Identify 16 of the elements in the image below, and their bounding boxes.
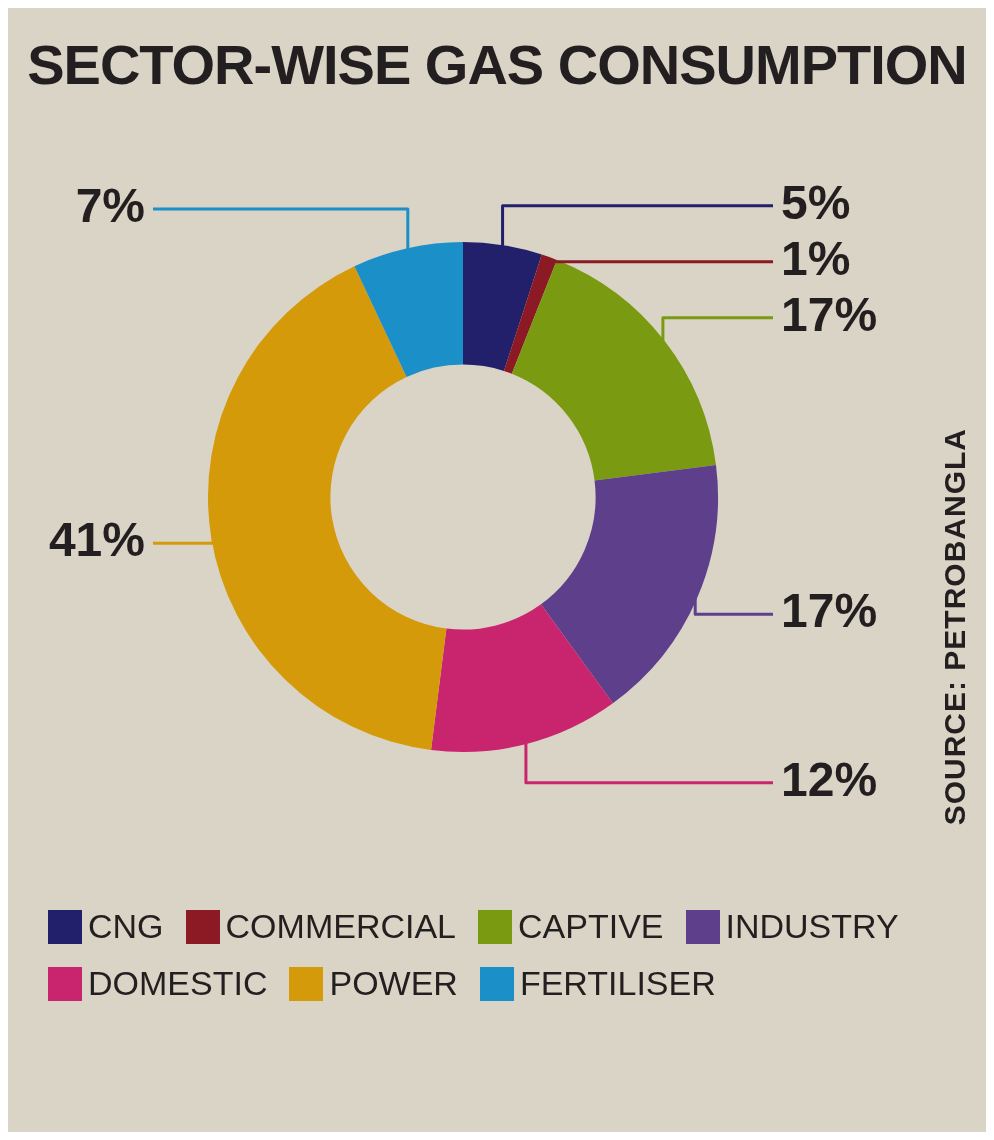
legend-label: CNG xyxy=(88,907,164,946)
legend-label: CAPTIVE xyxy=(518,907,664,946)
legend-label: POWER xyxy=(329,964,458,1003)
legend-label: COMMERCIAL xyxy=(225,907,457,946)
data-label: 17% xyxy=(781,287,878,341)
data-label: 12% xyxy=(781,752,878,806)
data-label: 5% xyxy=(781,175,851,229)
data-label: 1% xyxy=(781,231,851,285)
chart-title: SECTOR-WISE GAS CONSUMPTION xyxy=(26,32,968,97)
legend-label: INDUSTRY xyxy=(725,907,899,946)
legend-label: DOMESTIC xyxy=(88,964,268,1003)
data-label: 41% xyxy=(48,513,145,567)
data-label: 7% xyxy=(75,179,145,233)
legend-label: FERTILISER xyxy=(519,964,716,1003)
source-note: SOURCE: PETROBANGLA xyxy=(938,428,972,826)
data-label: 17% xyxy=(781,584,878,638)
